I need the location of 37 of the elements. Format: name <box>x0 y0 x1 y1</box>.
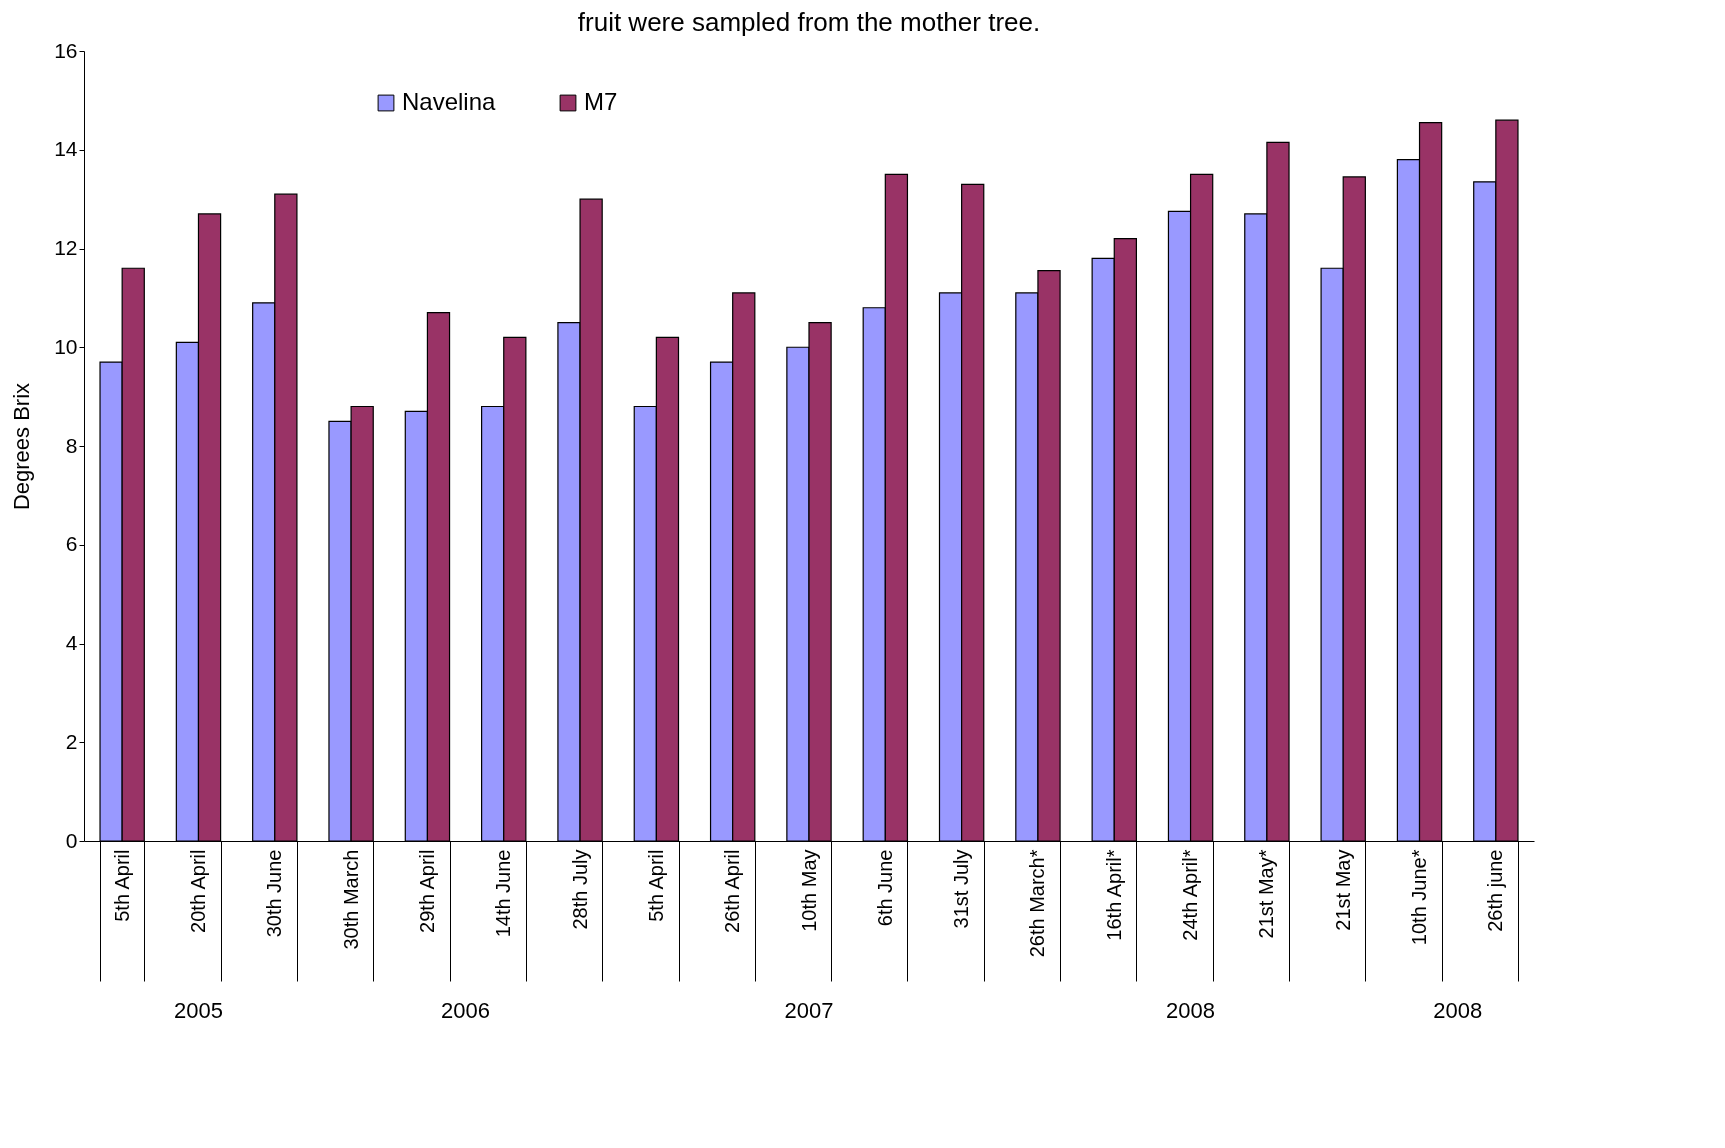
legend-label: M7 <box>584 88 618 115</box>
text: 2008 <box>1433 998 1483 1023</box>
x-tick-label: 26th june <box>1484 849 1507 932</box>
y-tick-label: 12 <box>54 236 78 259</box>
x-tick-label: 14th June <box>492 849 515 938</box>
x-tick-label: 5th April <box>110 849 133 922</box>
text: 2007 <box>784 998 834 1023</box>
y-tick-label: 4 <box>65 631 78 654</box>
y-tick-label: 0 <box>65 828 78 852</box>
x-tick-label: 28th July <box>568 849 591 930</box>
text: 2005 <box>174 998 223 1023</box>
x-tick-label: 6th June <box>873 849 896 927</box>
x-tick-label: 30th March <box>339 849 362 950</box>
x-tick-label: 26th April <box>721 849 744 933</box>
x-tick-label: 31st July <box>950 849 973 929</box>
text: 2006 <box>441 998 491 1023</box>
y-tick-label: 6 <box>65 532 78 556</box>
y-tick-label: 14 <box>54 137 78 161</box>
x-tick-label: 16th April* <box>1102 849 1125 941</box>
x-tick-label: 20th April <box>186 849 209 933</box>
x-tick-label: 5th April <box>644 849 667 922</box>
x-tick-label: 21st May* <box>1255 849 1278 939</box>
legend-label: Navelina <box>402 88 497 115</box>
x-tick-label: 26th March* <box>1026 849 1049 958</box>
text: 2008 <box>1166 998 1216 1023</box>
y-tick-label: 8 <box>65 433 78 457</box>
x-tick-label: 24th April* <box>1179 849 1202 941</box>
x-tick-label: 29th April <box>415 849 438 933</box>
x-tick-label: 30th June <box>263 849 286 938</box>
y-tick-label: 2 <box>65 729 78 753</box>
y-tick-label: 16 <box>54 38 78 62</box>
x-tick-label: 10th June* <box>1408 849 1431 946</box>
chart-title: fruit were sampled from the mother tree. <box>577 7 1041 37</box>
x-tick-label: 21st May <box>1331 849 1354 931</box>
y-tick-label: 10 <box>54 334 78 358</box>
x-tick-label: 10th May <box>797 849 820 932</box>
y-axis-title: Degrees Brix <box>9 382 35 511</box>
